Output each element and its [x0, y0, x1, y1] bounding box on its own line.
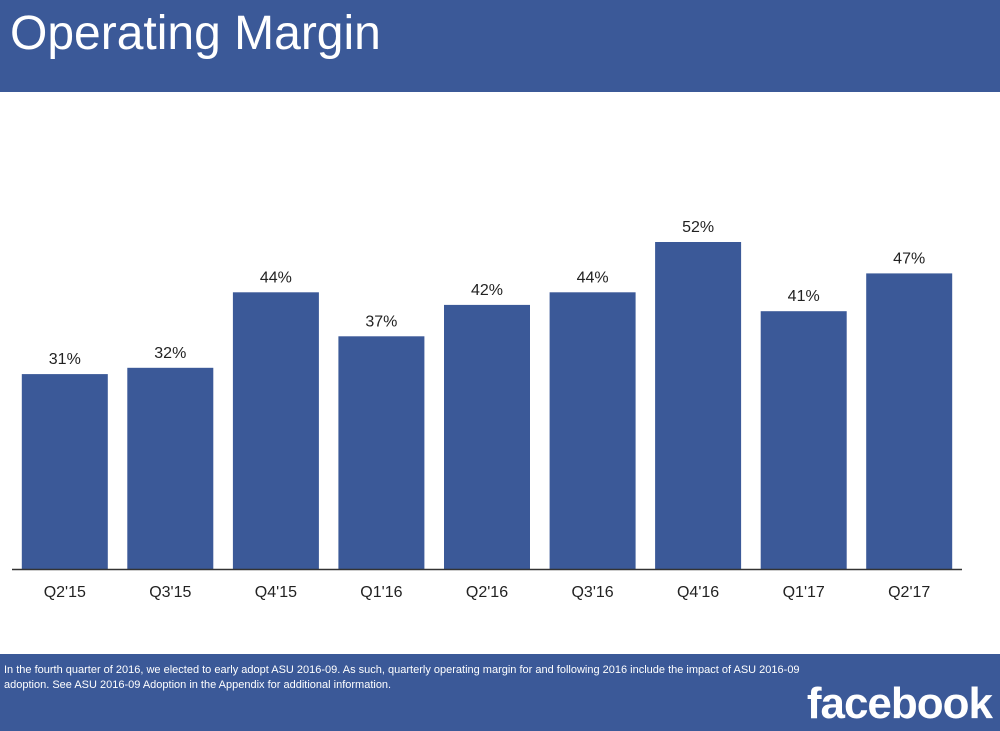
x-tick-label-0: Q2'15 — [44, 584, 86, 601]
bar-4 — [444, 304, 530, 569]
x-tick-label-7: Q1'17 — [783, 584, 825, 601]
bar-3 — [338, 336, 425, 569]
title-bar: Operating Margin — [0, 0, 1000, 92]
bar-6 — [655, 242, 742, 569]
operating-margin-chart: 31% Q2'15 32% Q3'15 44% Q4'15 37% Q1'16 42% Q2'16… — [0, 200, 1000, 620]
bar-chart-svg: 31% Q2'15 32% Q3'15 44% Q4'15 37% Q1'16 42% Q2'16… — [12, 219, 962, 601]
slide-title: Operating Margin — [10, 7, 381, 60]
facebook-logo: facebook — [806, 679, 993, 728]
data-label-7: 41% — [788, 288, 820, 305]
data-label-6: 52% — [682, 219, 714, 236]
footer-bar: In the fourth quarter of 2016, we electe… — [0, 654, 1000, 731]
bar-8 — [866, 273, 953, 569]
bar-7 — [760, 311, 847, 569]
x-tick-label-2: Q4'15 — [255, 584, 297, 601]
data-label-8: 47% — [893, 250, 925, 267]
x-tick-label-6: Q4'16 — [677, 584, 719, 601]
data-label-5: 44% — [577, 269, 609, 286]
bar-5 — [549, 292, 636, 569]
x-tick-label-4: Q2'16 — [466, 584, 508, 601]
x-tick-label-3: Q1'16 — [360, 584, 402, 601]
x-tick-label-8: Q2'17 — [888, 584, 930, 601]
x-tick-label-1: Q3'15 — [149, 584, 191, 601]
data-label-0: 31% — [49, 351, 81, 368]
footnote-text: In the fourth quarter of 2016, we electe… — [4, 664, 800, 691]
bar-1 — [127, 367, 214, 569]
x-tick-label-5: Q3'16 — [571, 584, 613, 601]
bar-0 — [21, 374, 108, 569]
bar-2 — [232, 292, 319, 569]
data-label-1: 32% — [154, 345, 186, 362]
data-label-4: 42% — [471, 282, 503, 299]
data-label-2: 44% — [260, 269, 292, 286]
data-label-3: 37% — [365, 313, 397, 330]
